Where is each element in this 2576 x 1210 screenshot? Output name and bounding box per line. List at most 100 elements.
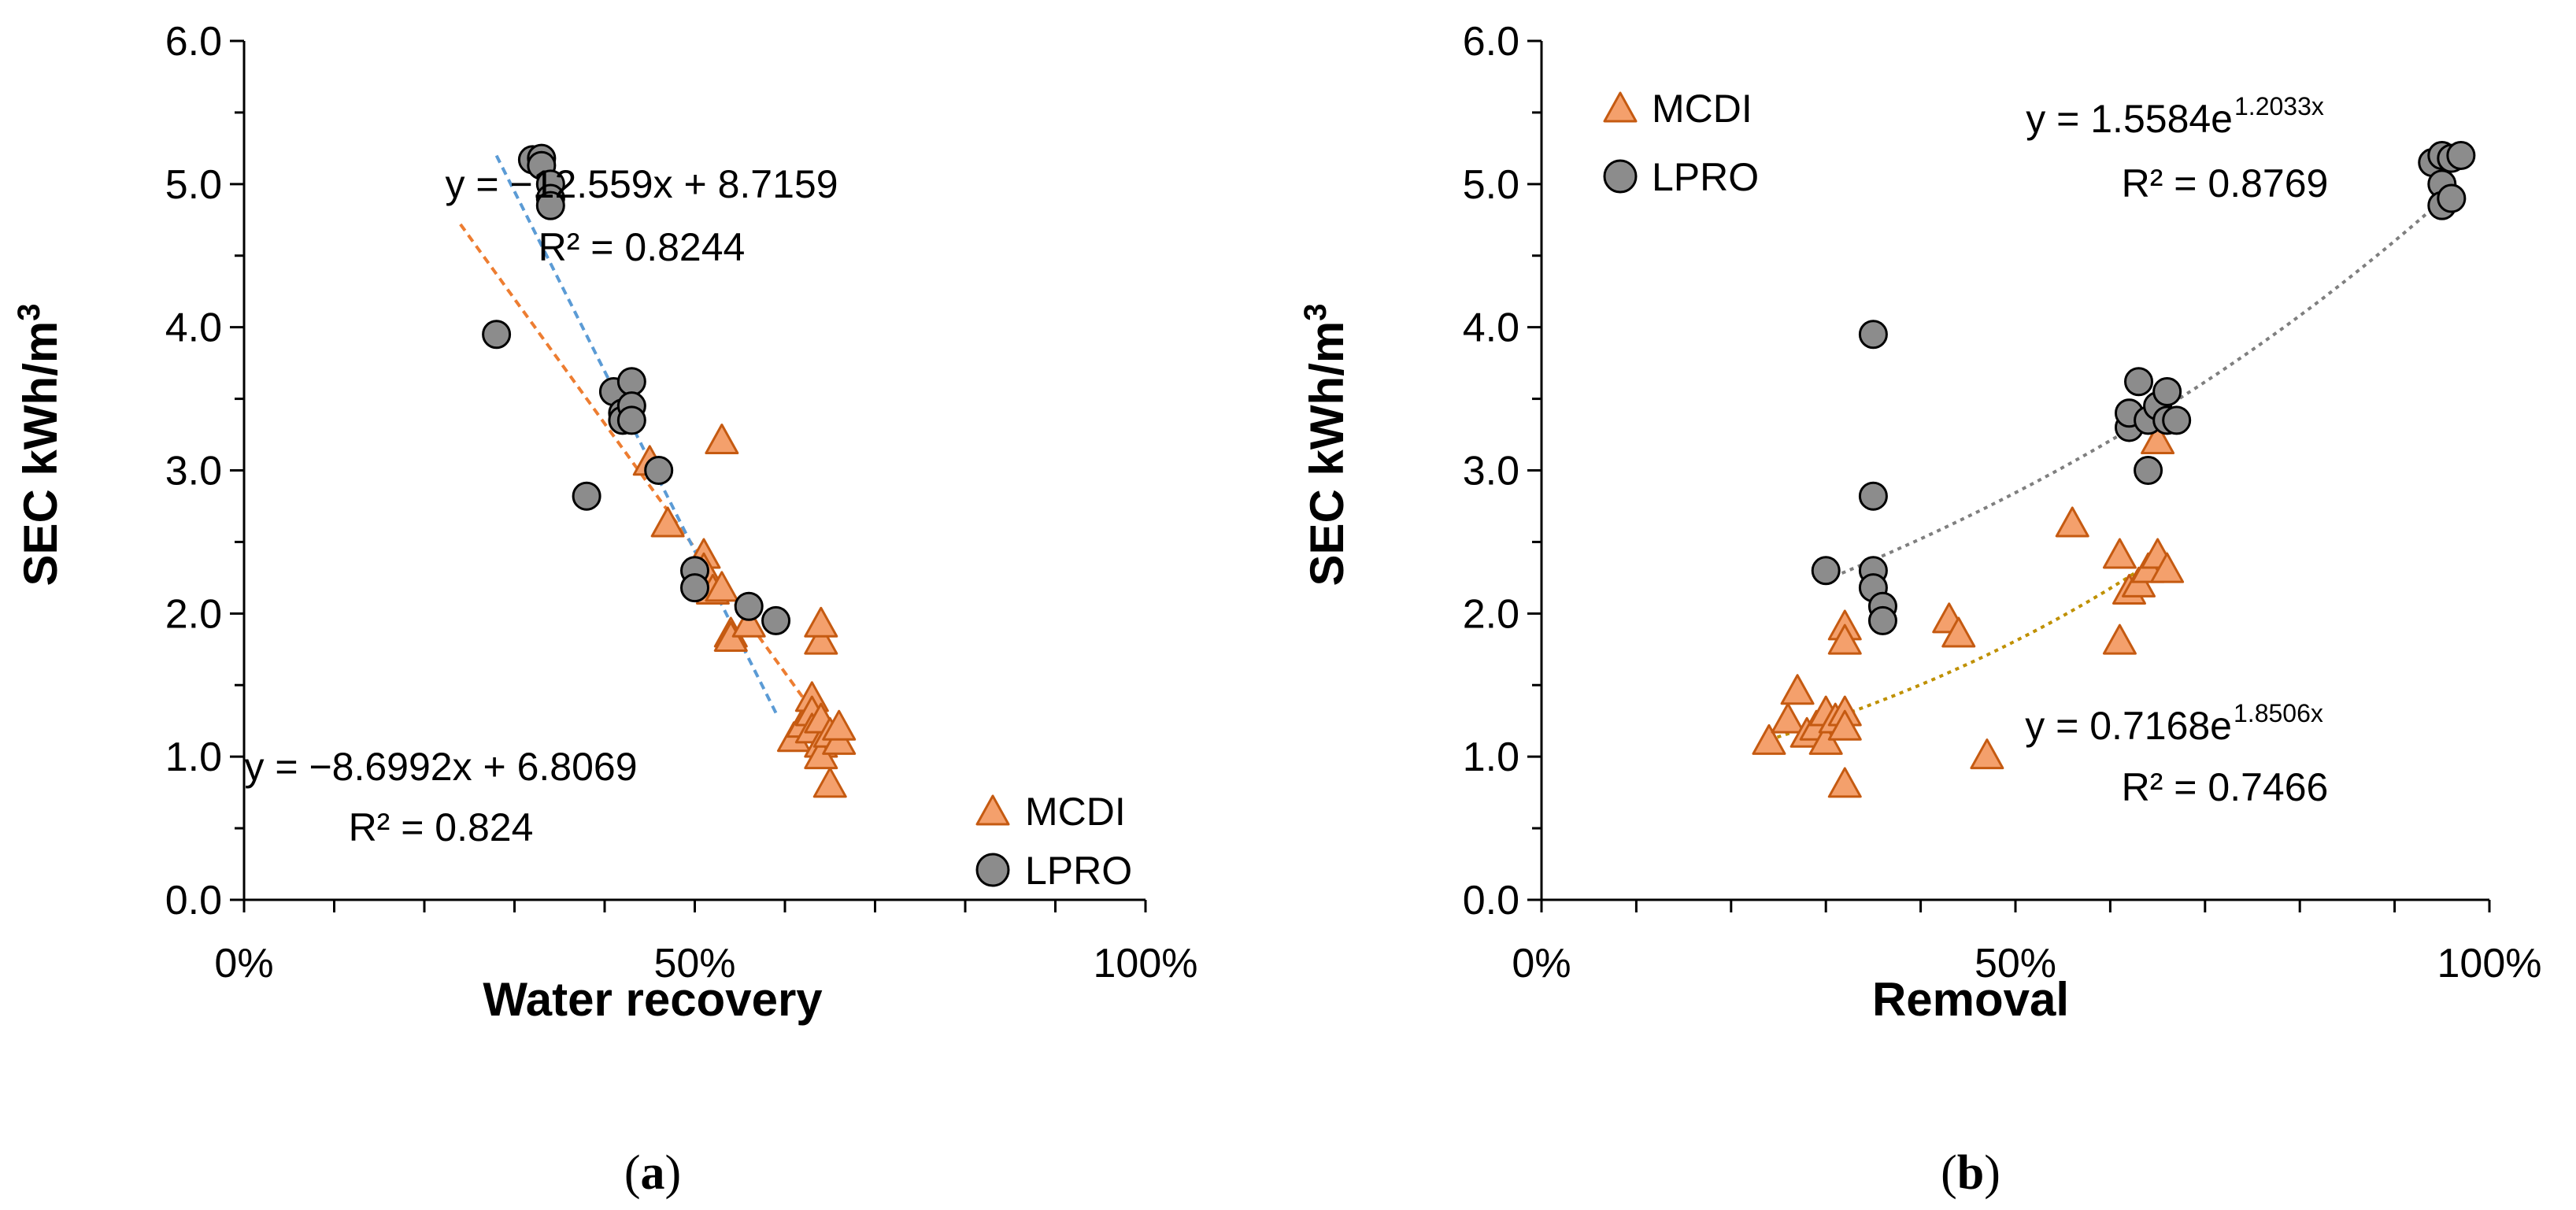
lpro-point	[616, 367, 646, 397]
mcdi-point	[1827, 767, 1862, 798]
mcdi-point	[1827, 624, 1862, 655]
mcdi-point	[1941, 616, 1976, 648]
lpro-point	[2124, 367, 2154, 397]
mcdi-point	[1780, 674, 1815, 705]
mcdi-fit-equation-b-exponent: 1.8506x	[2234, 699, 2323, 727]
lpro-point	[680, 573, 709, 603]
lpro-fit-equation-b-exponent: 1.2033x	[2234, 92, 2324, 120]
lpro-point	[2152, 376, 2182, 406]
legend-b-mcdi-label: MCDI	[1652, 87, 1752, 131]
mcdi-point	[1827, 709, 1862, 741]
legend-b-lpro-label: LPRO	[1652, 155, 1759, 199]
mcdi-fit-equation-b-base: y = 0.7168e	[2025, 704, 2232, 748]
x-tick-label: 0%	[214, 941, 273, 986]
y-tick-label: 1.0	[165, 735, 222, 780]
x-tick-label: 0%	[1512, 941, 1571, 986]
axes-b: 0.0 1.0 2.0 3.0 4.0 5.0 6.0 0% 50% 100%	[1463, 19, 2542, 986]
lpro-point	[616, 405, 646, 435]
svg-text:y = 0.7168e: y = 0.7168e	[2025, 704, 2232, 748]
y-axis-title-a: SEC kWh/m3	[12, 304, 67, 586]
mcdi-point	[1771, 702, 1805, 734]
lpro-point	[1867, 605, 1897, 635]
data-points-a	[482, 143, 857, 798]
panel-label-a: (a)	[624, 1146, 681, 1200]
mcdi-point	[2102, 538, 2137, 569]
y-tick-label: 5.0	[1463, 162, 1519, 208]
panel-a-water-recovery: SEC kWh/m3 0.0 1.0 2.0 3.0 4.0 5.0 6.0 0% 50% 100…	[12, 19, 1198, 1200]
mcdi-fit-r2-b: R² = 0.7466	[2122, 765, 2329, 809]
legend-b-lpro-marker	[1603, 159, 1638, 194]
mcdi-point	[2055, 506, 2089, 538]
x-tick-label: 50%	[653, 941, 735, 986]
axes-a: 0.0 1.0 2.0 3.0 4.0 5.0 6.0 0% 50% 100%	[165, 19, 1198, 986]
legend-a-mcdi-label: MCDI	[1025, 790, 1126, 834]
lpro-fit-equation-b: y = 1.5584e 1.2033x	[2026, 92, 2324, 141]
mcdi-point	[731, 606, 766, 638]
lpro-point	[572, 481, 601, 511]
x-axis-title-a: Water recovery	[483, 973, 823, 1026]
y-tick-label: 3.0	[165, 449, 222, 494]
legend-a-mcdi-marker	[975, 794, 1010, 826]
lpro-fit-equation-a: y = −12.559x + 8.7159	[445, 162, 838, 206]
data-points-b	[1752, 140, 2476, 798]
lpro-point	[761, 605, 791, 635]
mcdi-point	[650, 506, 685, 538]
lpro-point	[734, 591, 764, 621]
lpro-point	[482, 320, 512, 350]
lpro-point	[535, 191, 565, 220]
y-tick-label: 5.0	[165, 162, 222, 208]
mcdi-fit-equation-a: y = −8.6992x + 6.8069	[244, 745, 637, 789]
legend-b: MCDI LPRO	[1603, 87, 1759, 199]
panel-label-b: (b)	[1941, 1146, 2000, 1200]
mcdi-point	[1970, 738, 2004, 770]
lpro-fit-r2-b: R² = 0.8769	[2122, 161, 2329, 205]
y-tick-label: 2.0	[1463, 591, 1519, 637]
y-tick-label: 6.0	[165, 19, 222, 65]
lpro-point	[1858, 481, 1888, 511]
mcdi-point	[822, 709, 857, 741]
svg-text:1.2033x: 1.2033x	[2234, 92, 2324, 120]
mcdi-fit-r2-a: R² = 0.824	[349, 805, 534, 849]
legend-a-lpro-label: LPRO	[1025, 849, 1132, 893]
y-tick-label: 4.0	[1463, 305, 1519, 351]
legend-a: MCDI LPRO	[975, 790, 1132, 893]
y-axis-title-b: SEC kWh/m3	[1298, 304, 1353, 586]
mcdi-point	[2150, 552, 2185, 583]
lpro-fit-r2-a: R² = 0.8244	[539, 225, 746, 269]
x-tick-label: 50%	[1975, 941, 2056, 986]
lpro-fit-equation-b-base: y = 1.5584e	[2026, 97, 2233, 141]
mcdi-point	[804, 624, 838, 655]
mcdi-point	[812, 767, 847, 798]
lpro-point	[2134, 456, 2163, 485]
lpro-point	[2162, 405, 2192, 435]
x-tick-label: 100%	[2437, 941, 2542, 986]
lpro-point	[1811, 556, 1841, 586]
panel-b-removal: SEC kWh/m3 0.0 1.0 2.0 3.0 4.0 5.0 6.0 0% 50% 100…	[1298, 19, 2542, 1200]
y-tick-label: 0.0	[1463, 878, 1519, 923]
mcdi-point	[1752, 723, 1786, 755]
y-tick-label: 3.0	[1463, 449, 1519, 494]
y-tick-label: 6.0	[1463, 19, 1519, 65]
mcdi-point	[705, 424, 739, 455]
x-tick-label: 100%	[1094, 941, 1198, 986]
legend-b-mcdi-marker	[1603, 91, 1638, 123]
y-tick-label: 2.0	[165, 591, 222, 637]
trendlines-b	[1768, 182, 2463, 742]
mcdi-point	[2141, 424, 2175, 455]
mcdi-point	[705, 571, 739, 602]
lpro-point	[2437, 183, 2467, 213]
lpro-point	[644, 456, 674, 485]
y-tick-label: 0.0	[165, 878, 222, 923]
mcdi-fit-equation-b: y = 0.7168e 1.8506x	[2025, 699, 2323, 748]
legend-a-lpro-marker	[975, 853, 1010, 887]
x-axis-title-b: Removal	[1872, 973, 2069, 1026]
svg-text:1.8506x: 1.8506x	[2234, 699, 2323, 727]
lpro-trendline	[494, 154, 778, 714]
svg-text:y = 1.5584e: y = 1.5584e	[2026, 97, 2233, 141]
y-tick-label: 1.0	[1463, 735, 1519, 780]
y-tick-label: 4.0	[165, 305, 222, 351]
mcdi-point	[2102, 624, 2137, 655]
mcdi-point	[804, 606, 838, 638]
lpro-point	[2446, 140, 2476, 170]
